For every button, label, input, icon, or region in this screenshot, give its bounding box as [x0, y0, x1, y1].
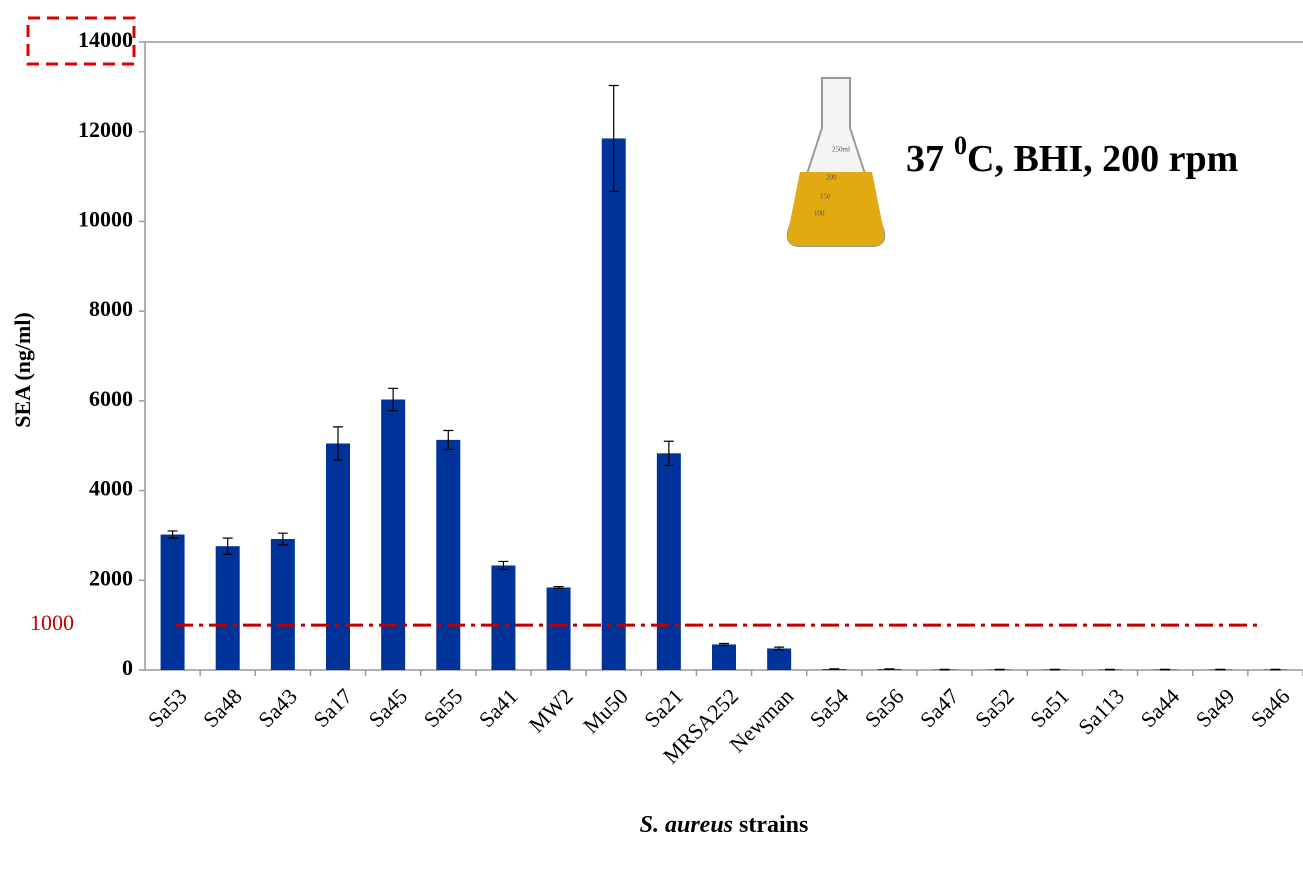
- bar: [160, 534, 185, 670]
- x-tick-label: Sa49: [1191, 683, 1240, 732]
- error-bar: [167, 530, 178, 539]
- y-tick-label: 6000: [89, 386, 133, 411]
- bar: [601, 138, 626, 670]
- error-bar: [443, 429, 454, 450]
- x-tick-label: Sa43: [253, 683, 302, 732]
- x-tick-label: Sa46: [1246, 683, 1295, 732]
- x-tick-label: Sa48: [198, 683, 247, 732]
- error-bar: [553, 585, 564, 589]
- x-tick-label: Sa44: [1135, 683, 1184, 732]
- error-bar: [608, 84, 619, 192]
- annotation-text: 37: [906, 138, 944, 180]
- error-bar: [498, 560, 509, 571]
- x-tick-label: MW2: [524, 683, 578, 737]
- y-tick-label: 2000: [89, 565, 133, 590]
- y-tick-label: 4000: [89, 476, 133, 501]
- bar: [546, 587, 571, 670]
- error-bar: [277, 532, 288, 546]
- x-tick-label: Sa52: [970, 683, 1019, 732]
- annotation-sup: 0: [954, 131, 967, 160]
- x-axis-label-italic: S. aureus: [640, 812, 733, 838]
- bar: [712, 644, 736, 670]
- x-tick-label: Sa56: [860, 683, 909, 732]
- x-tick-label: Sa47: [915, 683, 964, 732]
- annotation: 37 0C, BHI, 200 rpm: [906, 131, 1238, 180]
- y-tick-label: 10000: [78, 206, 133, 231]
- y-tick-label: 14000: [78, 27, 133, 52]
- bar: [270, 539, 295, 670]
- x-tick-label: Mu50: [578, 683, 633, 738]
- x-tick-label: Sa41: [474, 683, 523, 732]
- x-tick-label: Sa54: [805, 683, 854, 732]
- flask-mark: 150: [820, 193, 831, 201]
- y-tick-label: 8000: [89, 296, 133, 321]
- bar: [767, 648, 792, 670]
- x-tick-label: Sa21: [639, 683, 688, 732]
- x-tick-label: Sa53: [143, 683, 192, 732]
- threshold-label: 1000: [30, 610, 74, 635]
- bar: [326, 443, 350, 670]
- y-tick-label: 12000: [78, 117, 133, 142]
- bar: [381, 399, 406, 670]
- x-axis-label-text: strains: [739, 812, 808, 838]
- bar: [491, 565, 516, 670]
- x-tick-label: Sa55: [419, 683, 468, 732]
- error-bar: [388, 387, 399, 412]
- flask: 250ml 200 150 100: [786, 77, 886, 247]
- x-tick-label: Sa45: [363, 683, 412, 732]
- error-bar: [719, 642, 729, 646]
- x-tick-label: Sa51: [1025, 683, 1074, 732]
- flask-mark: 250ml: [832, 146, 850, 154]
- x-tick-label: Sa17: [308, 683, 357, 732]
- y-tick-label: 0: [122, 655, 133, 680]
- x-axis-label: S. aureus strains: [640, 812, 809, 838]
- flask-mark: 200: [826, 174, 837, 182]
- error-bar: [663, 440, 674, 467]
- bar: [215, 546, 240, 670]
- error-bar: [222, 537, 233, 555]
- bar: [436, 439, 461, 670]
- bar: [656, 453, 681, 670]
- y-axis-label: SEA (ng/ml): [10, 312, 35, 428]
- annotation-text: C, BHI, 200 rpm: [967, 138, 1238, 180]
- error-bar: [333, 426, 343, 461]
- x-tick-label: Sa113: [1073, 683, 1129, 739]
- flask-mark: 100: [814, 210, 825, 218]
- error-bar: [774, 646, 785, 651]
